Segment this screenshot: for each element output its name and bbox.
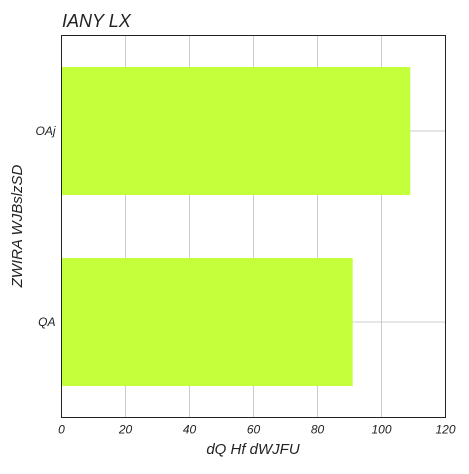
x-tick-label: 100 [371,423,391,437]
bar-qa [62,258,353,386]
x-tick-label: 20 [118,423,133,437]
x-axis-label: dQ Hf dWJFU [206,441,300,458]
y-axis-label: ZWIRA WJBslzSD [9,164,26,288]
chart-title: IANY LX [62,11,132,31]
y-tick-label: QA [38,315,55,329]
x-tick-label: 60 [247,423,261,437]
bar-oaj [62,67,411,195]
bars [62,67,411,386]
x-tick-label: 80 [311,423,325,437]
x-tick-labels: 0 20 40 60 80 100 120 [58,423,456,437]
x-tick-label: 120 [435,423,455,437]
y-tick-labels: OAj QA [35,124,55,329]
x-tick-label: 0 [58,423,65,437]
x-tick-label: 40 [183,423,197,437]
y-tick-label: OAj [35,124,55,138]
